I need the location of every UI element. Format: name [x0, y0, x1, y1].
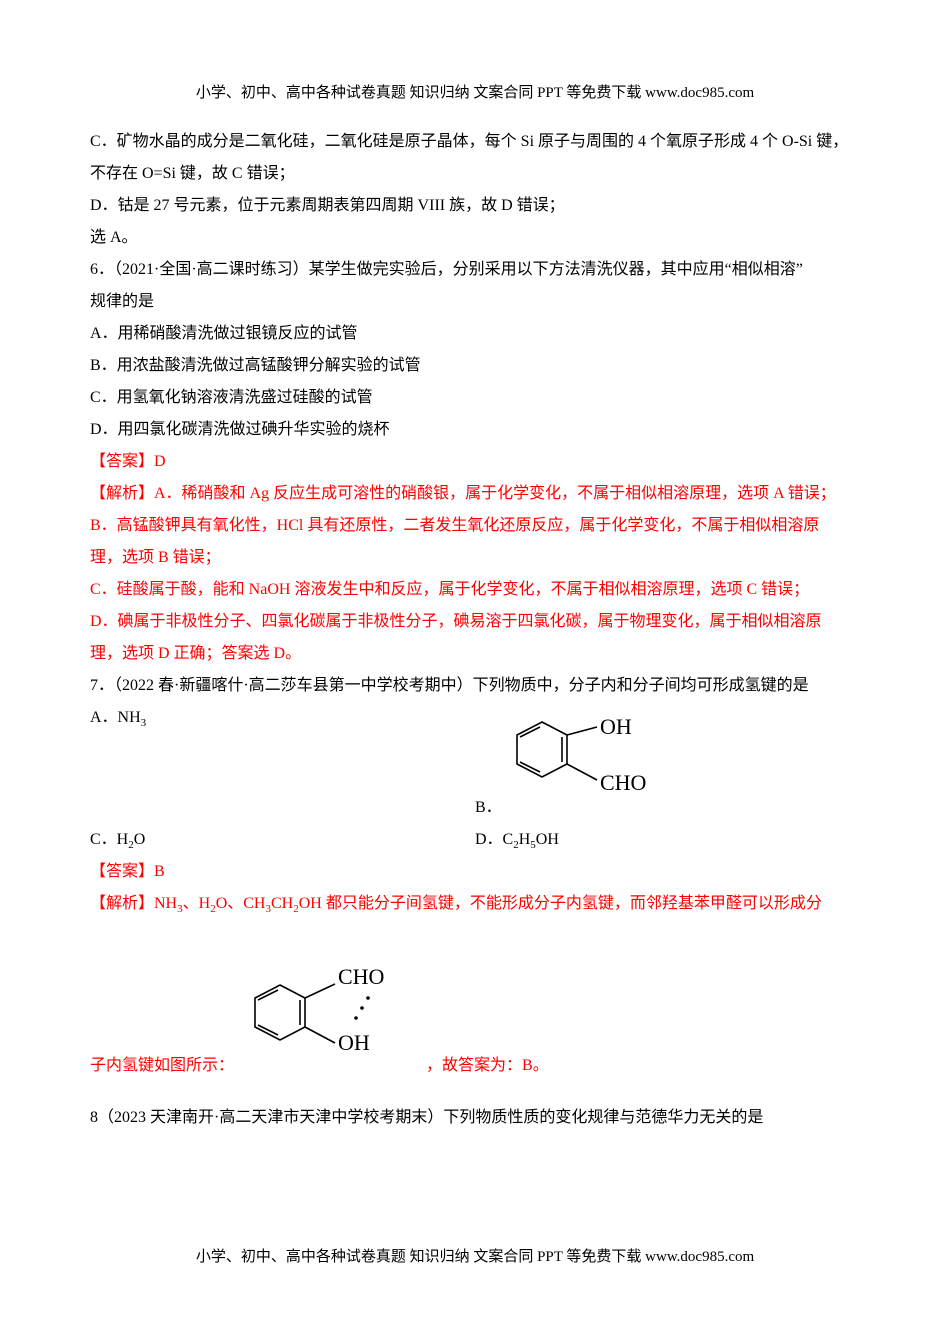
q6-option-A: A．用稀硝酸清洗做过银镜反应的试管 [90, 318, 860, 350]
q6-stem-line2: 规律的是 [90, 286, 860, 318]
q7-B-structure-icon: OH CHO [502, 702, 672, 824]
q7-A-sub: 3 [141, 717, 147, 729]
q6-explain-A: 【解析】A．稀硝酸和 Ag 反应生成可溶性的硝酸银，属于化学变化，不属于相似相溶… [90, 478, 860, 510]
q6-explain-D-line1: D．碘属于非极性分子、四氯化碳属于非极性分子，碘易溶于四氯化碳，属于物理变化，属… [90, 606, 860, 638]
q7-C-pre: C．H [90, 831, 128, 848]
q7-ex-line2a: 子内氢键如图所示： [90, 1050, 234, 1082]
q7-options-row1: A．NH3 B． OH CHO [90, 702, 860, 824]
q5-optD: D．钴是 27 号元素，位于元素周期表第四周期 VIII 族，故 D 错误； [90, 190, 860, 222]
q7-stem: 7．（2022 春·新疆喀什·高二莎车县第一中学校考期中）下列物质中，分子内和分… [90, 670, 860, 702]
q6-option-D: D．用四氯化碳清洗做过碘升华实验的烧杯 [90, 414, 860, 446]
q7-B-label-CHO: CHO [600, 770, 646, 795]
q6-explain-D-line2: 理，选项 D 正确；答案选 D。 [90, 638, 860, 670]
page-header: 小学、初中、高中各种试卷真题 知识归纳 文案合同 PPT 等免费下载 www.d… [90, 78, 860, 108]
q7-inline-label-CHO: CHO [338, 964, 384, 989]
q7-B-label: B． [475, 792, 502, 824]
q5-choose: 选 A。 [90, 222, 860, 254]
q7-option-C: C．H2O [90, 824, 475, 856]
q6-explain-B-line1: B．高锰酸钾具有氧化性，HCl 具有还原性，二者发生氧化还原反应，属于化学变化，… [90, 510, 860, 542]
q7-ex-line2b: ，故答案为：B。 [426, 1050, 549, 1082]
q7-inline-dots-icon [354, 997, 370, 1021]
q7-explain-line2: 子内氢键如图所示： CHO OH ，故答 [90, 950, 860, 1082]
q7-options-row2: C．H2O D．C2H5OH [90, 824, 860, 856]
q7-ex-pre: 【解析】NH [90, 895, 177, 912]
q7-B-label-OH: OH [600, 714, 632, 739]
q7-ex-mid3: CH [271, 895, 293, 912]
q7-answer: 【答案】B [90, 856, 860, 888]
q7-ex-mid2: O、CH [216, 895, 266, 912]
q7-D-mid: H [519, 831, 531, 848]
q8-stem: 8（2023 天津南开·高二天津市天津中学校考期末）下列物质性质的变化规律与范德… [90, 1102, 860, 1134]
q6-stem-line1: 6．（2021·全国·高二课时练习）某学生做完实验后，分别采用以下方法清洗仪器，… [90, 254, 860, 286]
q6-answer: 【答案】D [90, 446, 860, 478]
q7-inline-structure-icon: CHO OH [240, 950, 420, 1082]
q7-ex-mid4: OH 都只能分子间氢键，不能形成分子内氢键，而邻羟基苯甲醛可以形成分 [299, 895, 822, 912]
page-footer: 小学、初中、高中各种试卷真题 知识归纳 文案合同 PPT 等免费下载 www.d… [0, 1245, 950, 1266]
q7-option-A: A．NH3 [90, 702, 475, 734]
q6-option-B: B．用浓盐酸清洗做过高锰酸钾分解实验的试管 [90, 350, 860, 382]
q7-A-pre: A．NH [90, 709, 141, 726]
q6-explain-C: C．硅酸属于酸，能和 NaOH 溶液发生中和反应，属于化学变化，不属于相似相溶原… [90, 574, 860, 606]
q6-explain-B-line2: 理，选项 B 错误； [90, 542, 860, 574]
q7-ex-mid1: 、H [183, 895, 211, 912]
q5-optC-line1: C．矿物水晶的成分是二氧化硅，二氧化硅是原子晶体，每个 Si 原子与周围的 4 … [90, 126, 860, 158]
q7-C-post: O [134, 831, 146, 848]
q6-option-C: C．用氢氧化钠溶液清洗盛过硅酸的试管 [90, 382, 860, 414]
q7-explain-line1: 【解析】NH3、H2O、CH3CH2OH 都只能分子间氢键，不能形成分子内氢键，… [90, 888, 860, 920]
q7-D-pre: D．C [475, 831, 513, 848]
q7-option-D: D．C2H5OH [475, 824, 559, 856]
q5-optC-line2: 不存在 O=Si 键，故 C 错误； [90, 158, 860, 190]
q7-inline-label-OH: OH [338, 1030, 370, 1055]
q7-D-post: OH [536, 831, 559, 848]
